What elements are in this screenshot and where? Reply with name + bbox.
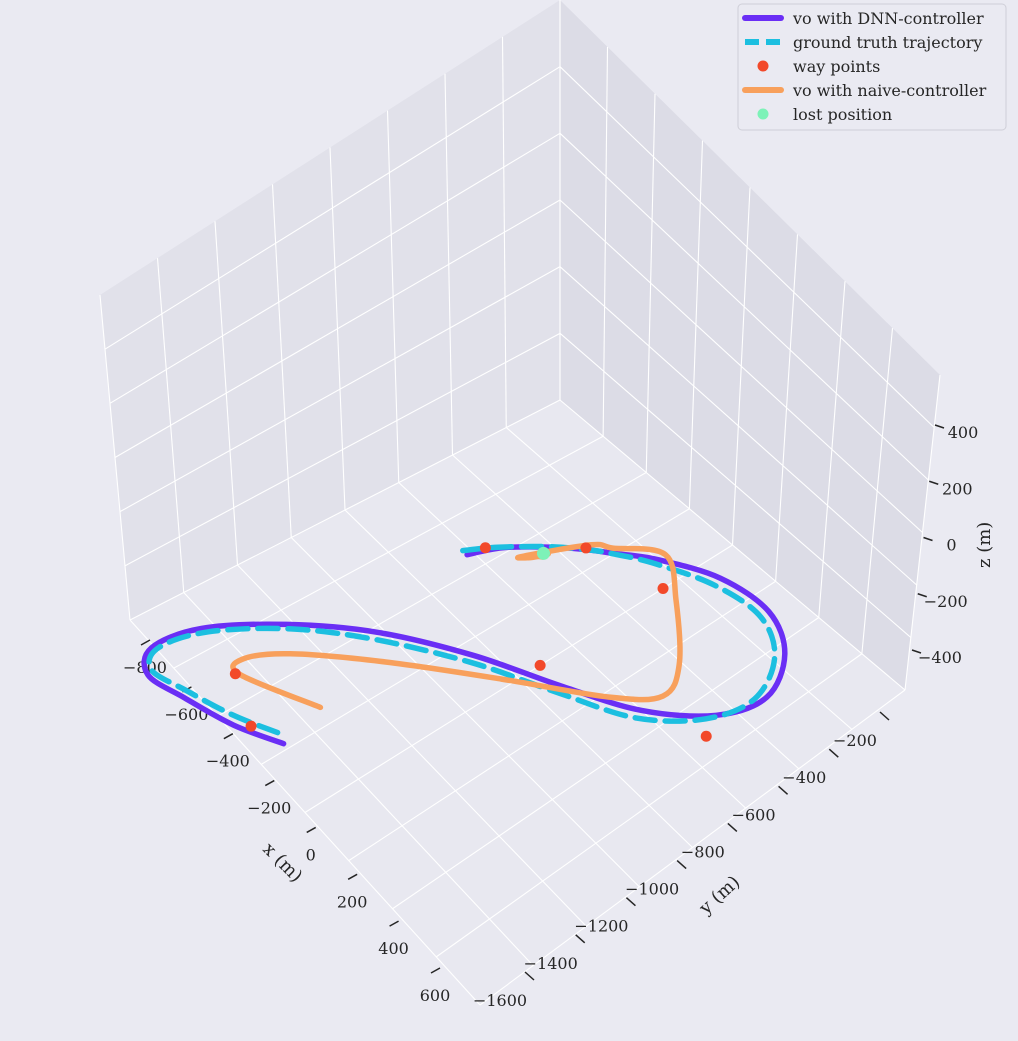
way-point bbox=[479, 542, 491, 554]
axis-ticks: −800−600−400−2000200400600−200−400−600−8… bbox=[123, 423, 978, 1010]
y-axis-tick-label: −1600 bbox=[473, 991, 527, 1010]
back-pane-right bbox=[560, 0, 940, 690]
y-axis-tick-label: −1000 bbox=[625, 880, 679, 899]
trajectory-naive bbox=[230, 541, 683, 711]
z-axis-tick bbox=[923, 536, 933, 542]
way-point bbox=[700, 730, 712, 742]
grid-line-floor-x bbox=[348, 580, 776, 862]
legend-box bbox=[737, 3, 1007, 131]
grid-line-floor-x bbox=[435, 653, 863, 958]
grid-line-right-pane-z bbox=[559, 332, 912, 638]
legend: vo with DNN-controller ground truth traj… bbox=[737, 3, 1007, 131]
trajectory-dnn bbox=[141, 544, 788, 747]
x-axis-tick-label: −200 bbox=[247, 799, 291, 818]
legend-label-naive: vo with naive-controller bbox=[792, 81, 987, 100]
markers bbox=[229, 542, 712, 742]
y-axis-tick-label: −200 bbox=[833, 731, 877, 750]
y-axis-tick bbox=[879, 711, 890, 721]
z-axis-tick bbox=[917, 593, 927, 598]
x-axis-tick bbox=[347, 873, 358, 880]
axis-panes bbox=[100, 0, 940, 1005]
x-axis-label: x (m) bbox=[258, 839, 306, 887]
grid-line-right-pane-z bbox=[559, 66, 935, 428]
y-axis-tick bbox=[676, 860, 687, 870]
way-point bbox=[229, 668, 241, 680]
grid-line-left-pane-z bbox=[119, 266, 561, 513]
z-axis-tick-label: 0 bbox=[946, 536, 956, 555]
grid-line-floor-x bbox=[479, 689, 906, 1006]
way-point bbox=[657, 582, 669, 594]
y-axis-label: y (m) bbox=[695, 872, 745, 920]
grid-line-floor-y bbox=[452, 454, 800, 770]
grid-line-floor-y bbox=[559, 399, 906, 691]
grid-line-right-pane-z bbox=[559, 199, 923, 533]
z-axis-label: z (m) bbox=[974, 522, 995, 568]
grid-line-left-pane-z bbox=[109, 132, 561, 404]
z-axis-tick-label: 400 bbox=[948, 423, 979, 442]
y-axis-tick-label: −1400 bbox=[524, 954, 578, 973]
y-axis-tick-label: −400 bbox=[782, 768, 826, 787]
grid-line-floor-y bbox=[505, 427, 853, 730]
z-axis-tick bbox=[934, 424, 945, 429]
y-axis-tick-label: −600 bbox=[732, 805, 776, 824]
y-axis-tick bbox=[575, 934, 586, 944]
z-axis-tick-label: −200 bbox=[924, 592, 968, 611]
back-pane-left bbox=[100, 0, 560, 620]
z-axis-tick-label: 200 bbox=[942, 479, 973, 498]
x-axis-tick-label: 600 bbox=[420, 986, 451, 1005]
grid-line-floor-x bbox=[392, 617, 820, 910]
grid-line-right-pane-z bbox=[559, 132, 929, 481]
x-axis-tick bbox=[223, 733, 234, 740]
x-axis-tick-label: 0 bbox=[306, 845, 316, 864]
x-axis-tick-label: 400 bbox=[378, 939, 409, 958]
x-axis-tick bbox=[264, 779, 275, 787]
grid-line-left-pane-z bbox=[114, 199, 561, 458]
axis-grid bbox=[99, 0, 941, 1006]
trajectory-ground-truth bbox=[146, 543, 778, 736]
z-axis-tick bbox=[911, 649, 922, 654]
grid-line-floor-y bbox=[398, 482, 747, 809]
x-axis-tick bbox=[430, 967, 441, 974]
legend-label-lost-position: lost position bbox=[793, 105, 892, 124]
grid-line-left-pane-z bbox=[124, 332, 561, 567]
z-axis-tick bbox=[929, 480, 939, 485]
x-axis-tick-label: −600 bbox=[164, 705, 208, 724]
y-axis-tick-label: −1200 bbox=[574, 917, 628, 936]
x-axis-tick bbox=[306, 826, 317, 834]
grid-line-left-pane-z bbox=[104, 66, 561, 350]
y-axis-tick bbox=[828, 748, 839, 758]
x-axis-tick bbox=[389, 920, 399, 927]
x-axis-tick-label: 200 bbox=[337, 892, 368, 911]
floor-pane bbox=[130, 400, 905, 1005]
y-axis-tick-label: −800 bbox=[681, 842, 725, 861]
grid-line-right-pane-z bbox=[559, 266, 918, 586]
way-point bbox=[534, 659, 546, 671]
x-axis-tick-label: −400 bbox=[206, 752, 250, 771]
x-axis-tick bbox=[140, 639, 151, 646]
legend-label-ground-truth: ground truth trajectory bbox=[793, 33, 982, 52]
y-axis-tick bbox=[727, 822, 738, 832]
legend-label-way-points: way points bbox=[793, 57, 880, 76]
way-point bbox=[580, 542, 592, 554]
way-point bbox=[245, 720, 257, 732]
legend-swatch-lost-position bbox=[757, 108, 769, 120]
legend-label-dnn: vo with DNN-controller bbox=[792, 9, 984, 28]
lost-position-marker bbox=[536, 546, 550, 560]
y-axis-tick bbox=[625, 897, 636, 907]
legend-swatch-way-points bbox=[757, 60, 769, 72]
trajectories bbox=[141, 541, 788, 747]
grid-line-floor-y bbox=[344, 509, 693, 848]
y-axis-tick bbox=[524, 971, 535, 981]
y-axis-tick bbox=[778, 785, 789, 795]
z-axis-tick-label: −400 bbox=[918, 648, 962, 667]
